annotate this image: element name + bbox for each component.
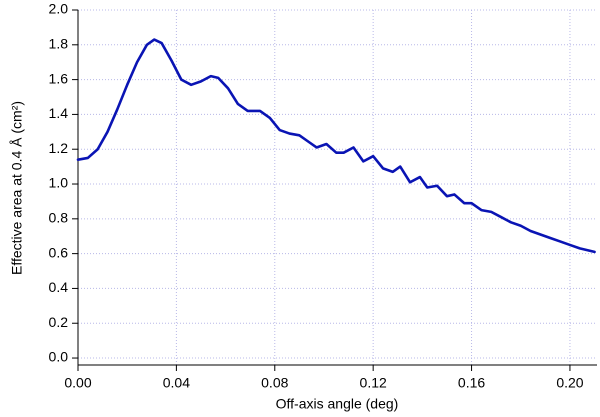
x-tick-label: 0.04 xyxy=(163,375,190,391)
data-line xyxy=(76,38,596,254)
y-tick-label: 1.2 xyxy=(49,140,69,156)
y-tick-label: 1.8 xyxy=(49,36,69,52)
x-tick-label: 0.20 xyxy=(556,375,583,391)
y-tick-label: 0.2 xyxy=(49,314,69,330)
y-tick-label: 0.6 xyxy=(49,244,69,260)
y-tick-label: 1.0 xyxy=(49,175,69,191)
y-tick-label: 0.4 xyxy=(49,279,69,295)
y-tick-label: 1.4 xyxy=(49,105,69,121)
x-tick-label: 0.00 xyxy=(64,375,91,391)
y-tick-label: 2.0 xyxy=(49,1,69,17)
y-axis-label: Effective area at 0.4 Å (cm²) xyxy=(9,101,25,275)
y-tick-label: 0.8 xyxy=(49,210,69,226)
y-tick-label: 1.6 xyxy=(49,70,69,86)
x-tick-label: 0.16 xyxy=(458,375,485,391)
y-tick-label: 0.0 xyxy=(49,349,69,365)
x-axis-label: Off-axis angle (deg) xyxy=(276,396,399,412)
x-tick-label: 0.08 xyxy=(261,375,288,391)
x-tick-label: 0.12 xyxy=(360,375,387,391)
